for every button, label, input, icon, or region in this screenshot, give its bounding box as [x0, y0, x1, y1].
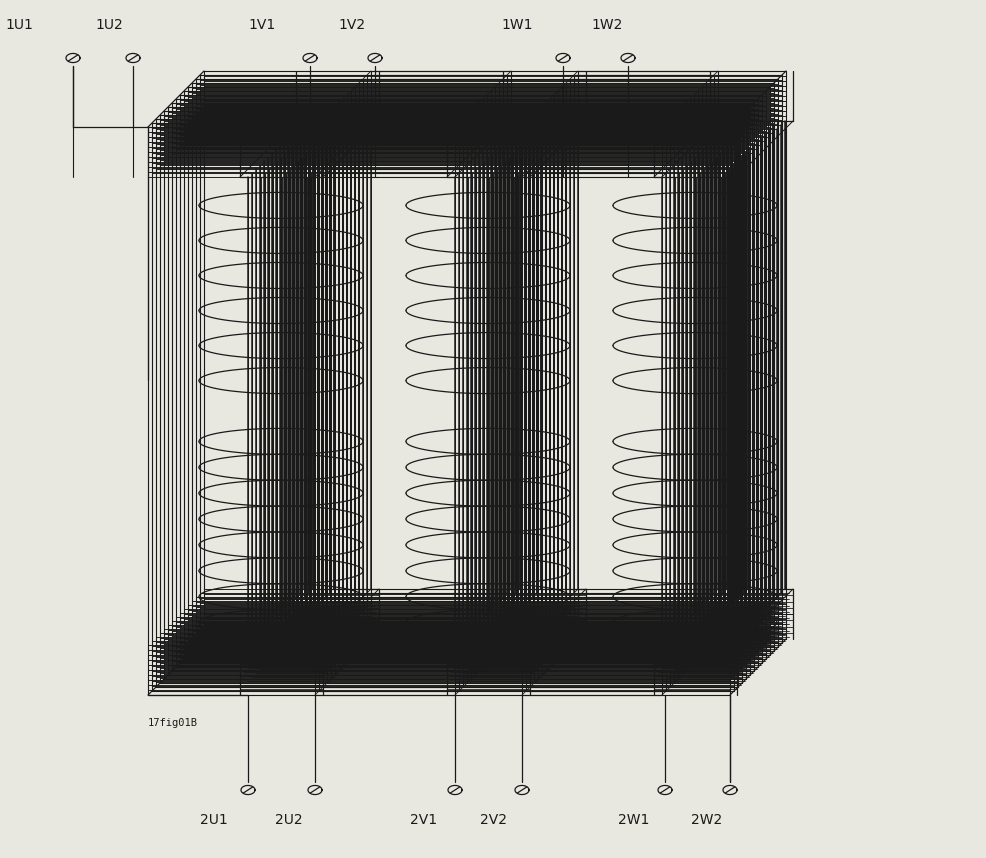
Text: 2W1: 2W1	[617, 813, 649, 827]
Text: 2W2: 2W2	[690, 813, 722, 827]
Text: 1U1: 1U1	[5, 18, 33, 32]
Text: 1V1: 1V1	[247, 18, 275, 32]
Text: 17fig01B: 17fig01B	[148, 718, 198, 728]
Text: 1W1: 1W1	[501, 18, 532, 32]
Text: 2V2: 2V2	[479, 813, 507, 827]
Text: 1W2: 1W2	[591, 18, 622, 32]
Text: 2U1: 2U1	[200, 813, 228, 827]
Text: 1V2: 1V2	[337, 18, 365, 32]
Text: 2U2: 2U2	[275, 813, 303, 827]
Text: 2V1: 2V1	[409, 813, 437, 827]
Text: 1U2: 1U2	[95, 18, 122, 32]
